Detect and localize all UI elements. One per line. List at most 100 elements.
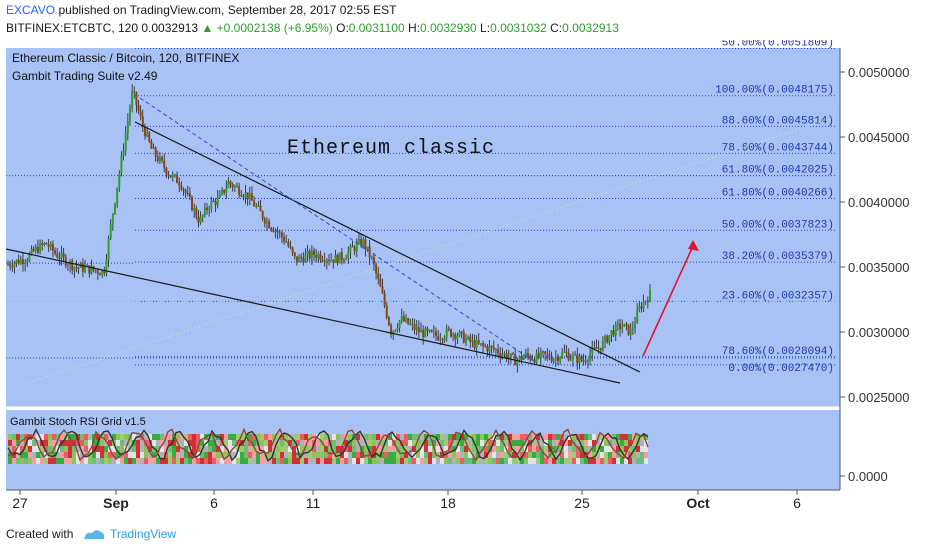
candle-body (161, 156, 164, 161)
grid-cell (208, 452, 212, 458)
grid-cell (616, 458, 620, 464)
grid-cell (588, 452, 592, 458)
grid-cell (364, 434, 368, 440)
y-tick-label: 0.0050000 (848, 65, 909, 80)
high-value: 0.0032930 (419, 21, 477, 35)
candle-body (593, 347, 596, 349)
grid-cell (156, 440, 160, 446)
candle-body (143, 126, 146, 137)
candle-body (563, 351, 566, 353)
grid-cell (128, 452, 132, 458)
tradingview-logo-icon[interactable] (82, 527, 106, 541)
candle-body (270, 228, 273, 230)
lower-wedge-line[interactable] (5, 248, 621, 384)
tradingview-brand[interactable]: TradingView (110, 527, 177, 541)
candle-body (306, 251, 309, 255)
grid-cell (640, 440, 644, 446)
candle-body (646, 300, 649, 302)
grid-cell (176, 452, 180, 458)
grid-cell (232, 440, 236, 446)
candle-body (445, 328, 448, 338)
grid-cell (536, 458, 540, 464)
candle-body (413, 323, 416, 330)
author-username[interactable]: EXCAVO (6, 3, 56, 17)
grid-cell (620, 434, 624, 440)
stoch-rsi-grid (7, 427, 649, 464)
candle-body (62, 252, 65, 257)
grid-cell (476, 446, 480, 452)
grid-cell (172, 440, 176, 446)
candle-body (133, 91, 136, 93)
grid-cell (184, 440, 188, 446)
time-axis[interactable]: 27 Sep 6 11 18 25 Oct 6 (12, 490, 801, 511)
grid-cell (112, 458, 116, 464)
candle-body (141, 116, 144, 127)
grid-cell (352, 446, 356, 452)
grid-cell (308, 446, 312, 452)
candle-body (460, 331, 463, 333)
grid-cell (456, 452, 460, 458)
breakout-arrow-line[interactable] (642, 245, 694, 357)
grid-cell (412, 458, 416, 464)
price-chart[interactable]: 50.00%(0.0051809) 100.00%(0.0048175) 88.60… (0, 40, 932, 518)
grid-cell (452, 446, 456, 452)
grid-cell (436, 434, 440, 440)
grid-cell (472, 452, 476, 458)
fib-label: 61.80%(0.0042025) (722, 165, 834, 177)
annotation-text[interactable]: Ethereum classic (287, 137, 495, 160)
grid-cell (52, 440, 56, 446)
grid-cell (392, 452, 396, 458)
grid-cell (328, 452, 332, 458)
grid-cell (444, 458, 448, 464)
grid-cell (424, 446, 428, 452)
fibonacci-levels: 50.00%(0.0051809) 100.00%(0.0048175) 88.60… (135, 40, 836, 375)
grid-cell (264, 434, 268, 440)
open-value: 0.0031100 (348, 21, 405, 35)
grid-cell (284, 446, 288, 452)
grid-cell (512, 458, 516, 464)
grid-cell (572, 452, 576, 458)
candle-body (7, 264, 9, 266)
grid-cell (552, 440, 556, 446)
trendlines[interactable] (5, 97, 699, 384)
grid-cell (160, 446, 164, 452)
grid-cell (132, 446, 136, 452)
candle-body (103, 270, 106, 274)
candle-body (428, 330, 431, 332)
grid-cell (88, 434, 92, 440)
grid-cell (28, 446, 32, 452)
grid-cell (72, 434, 76, 440)
grid-cell (408, 458, 412, 464)
grid-cell (168, 452, 172, 458)
subpanel-title: Gambit Stoch RSI Grid v1.5 (10, 416, 146, 428)
grid-cell (292, 458, 296, 464)
grid-cell (444, 446, 448, 452)
grid-cell (280, 440, 284, 446)
grid-cell (240, 452, 244, 458)
x-tick-label: 27 (12, 495, 28, 511)
candle-body (437, 335, 440, 340)
upper-wedge-line[interactable] (134, 121, 641, 373)
candle-body (636, 310, 639, 324)
candle-body (385, 305, 388, 318)
grid-cell (408, 434, 412, 440)
price-axis[interactable]: 0.0050000 0.0045000 0.0040000 0.0035000 0.00… (840, 65, 909, 484)
grid-cell (188, 440, 192, 446)
grid-cell (108, 458, 112, 464)
candle-body (17, 259, 20, 264)
grid-cell (56, 440, 60, 446)
grid-cell (96, 452, 100, 458)
grid-cell (544, 458, 548, 464)
fib-label: 38.20%(0.0035379) (722, 251, 834, 263)
grid-cell (340, 434, 344, 440)
grid-cell (452, 440, 456, 446)
dashed-trend-line[interactable] (139, 97, 536, 363)
candle-body (56, 253, 59, 258)
grid-cell (532, 446, 536, 452)
grid-cell (40, 458, 44, 464)
grid-cell (396, 440, 400, 446)
candle-body (473, 340, 476, 348)
candle-body (120, 155, 123, 174)
grid-cell (84, 446, 88, 452)
candle-body (154, 147, 157, 157)
